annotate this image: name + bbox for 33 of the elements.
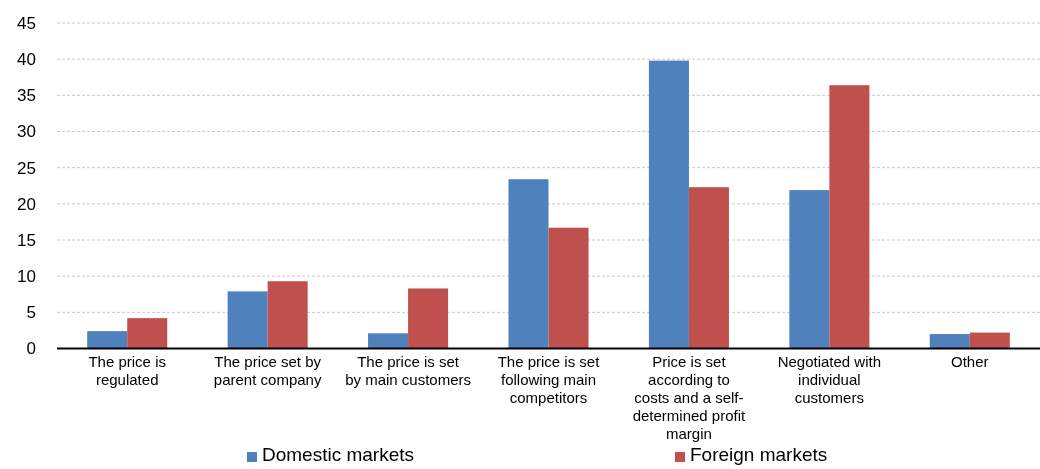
x-tick-label: The price is set following main competitors <box>497 353 601 406</box>
bar <box>227 291 268 349</box>
bar <box>87 331 128 349</box>
x-tick-label: Negotiated with individual customers <box>777 353 882 406</box>
y-tick-label: 15 <box>17 230 36 250</box>
y-tick-label: 30 <box>17 122 36 142</box>
x-tick-label: Price is set according to costs and a self-determined profit margin <box>632 353 747 442</box>
y-tick-label: 5 <box>26 303 36 323</box>
y-tick-label: 35 <box>17 86 36 106</box>
bar <box>969 332 1010 349</box>
y-tick-label: 20 <box>17 194 36 214</box>
bar <box>929 334 970 349</box>
bar <box>127 318 168 349</box>
y-tick-label: 10 <box>17 267 36 287</box>
bar <box>688 187 729 349</box>
bar <box>648 60 689 349</box>
y-tick-label: 25 <box>17 158 36 178</box>
bar <box>789 190 830 349</box>
bar <box>508 179 549 349</box>
y-tick-label: 0 <box>26 339 36 359</box>
x-tick-label: The price set by parent company <box>213 353 322 388</box>
x-tick-label: The price is regulated <box>88 353 166 388</box>
bar <box>368 333 409 349</box>
bar <box>829 85 870 349</box>
legend-label: Foreign markets <box>690 444 828 465</box>
legend-label: Domestic markets <box>262 444 415 465</box>
x-tick-label: The price is set by main customers <box>345 353 472 388</box>
bar <box>267 281 308 349</box>
bar <box>548 227 589 349</box>
x-tick-label: Other <box>951 353 989 370</box>
bar <box>408 288 449 349</box>
y-tick-label: 40 <box>17 50 36 70</box>
y-tick-label: 45 <box>17 13 36 33</box>
